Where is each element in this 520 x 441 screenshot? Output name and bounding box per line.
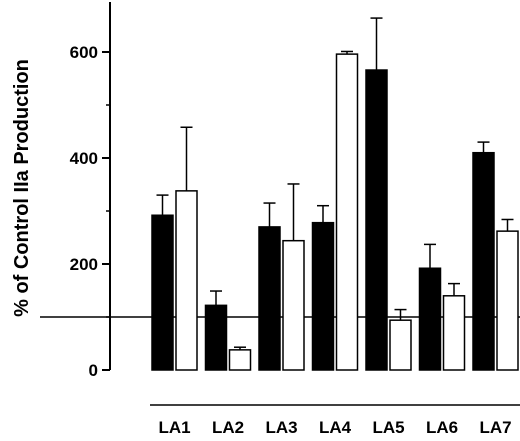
x-tick-label: LA1 xyxy=(158,418,190,437)
bar xyxy=(442,295,466,371)
bar xyxy=(418,267,442,371)
x-tick-label: LA6 xyxy=(426,418,458,437)
bar xyxy=(335,53,359,371)
bar xyxy=(258,226,281,371)
bar xyxy=(175,190,198,371)
bar xyxy=(365,69,388,371)
labels-layer: 0 200 400 600 LA1 LA2 LA3 LA4 LA5 LA6 LA7 xyxy=(70,43,512,437)
bar xyxy=(151,214,174,371)
bar xyxy=(282,239,305,371)
x-tick-label: LA4 xyxy=(319,418,352,437)
bar xyxy=(472,151,495,371)
bar xyxy=(204,304,228,371)
bars-layer xyxy=(151,17,519,371)
x-tick-label: LA5 xyxy=(372,418,404,437)
y-tick-label: 600 xyxy=(70,43,98,62)
y-tick-label: 400 xyxy=(70,149,98,168)
x-tick-label: LA3 xyxy=(265,418,297,437)
y-tick-label: 0 xyxy=(89,361,98,380)
bar xyxy=(389,319,412,371)
y-axis-title: % of Control IIa Production xyxy=(11,59,33,317)
bar xyxy=(496,230,519,371)
y-tick-label: 200 xyxy=(70,255,98,274)
bar xyxy=(228,349,252,371)
bar xyxy=(311,221,335,371)
x-tick-label: LA7 xyxy=(479,418,511,437)
x-tick-label: LA2 xyxy=(212,418,244,437)
